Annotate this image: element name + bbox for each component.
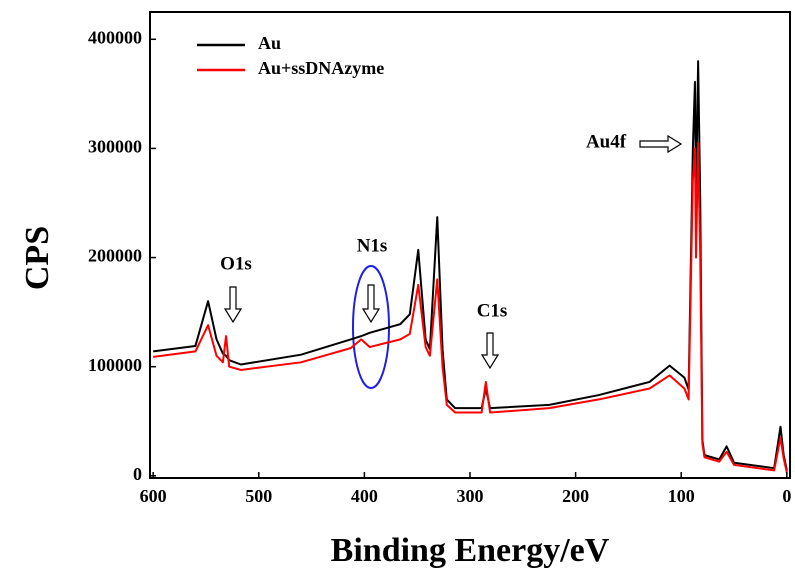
x-tick-label: 200 — [562, 486, 589, 506]
annotation: N1s — [357, 235, 388, 256]
arrows — [223, 134, 683, 370]
series-line — [153, 141, 788, 473]
plot-area — [153, 60, 788, 473]
x-tick-label: 600 — [140, 486, 167, 506]
y-axis-label: CPS — [19, 226, 56, 290]
x-tick-label: 500 — [245, 486, 272, 506]
x-tick-label: 100 — [668, 486, 695, 506]
x-axis-label: Binding Energy/eV — [331, 532, 610, 569]
arrow — [361, 284, 381, 324]
y-tick-label: 400000 — [88, 27, 142, 47]
arrow — [480, 332, 500, 370]
annotation: Au4f — [586, 131, 627, 152]
legend-label: Au+ssDNAzyme — [258, 58, 384, 78]
arrow — [639, 134, 683, 154]
annotation: O1s — [220, 253, 252, 274]
x-tick-label: 0 — [782, 486, 791, 506]
y-tick-label: 0 — [133, 464, 142, 484]
legend-label: Au — [258, 33, 281, 53]
highlight-ellipse — [352, 265, 390, 389]
y-tick-label: 100000 — [88, 355, 142, 375]
annotation: C1s — [477, 300, 508, 321]
y-tick-label: 200000 — [88, 246, 142, 266]
x-tick-label: 300 — [457, 486, 484, 506]
y-tick-label: 300000 — [88, 137, 142, 157]
x-tick-label: 400 — [351, 486, 378, 506]
arrow — [223, 286, 243, 324]
